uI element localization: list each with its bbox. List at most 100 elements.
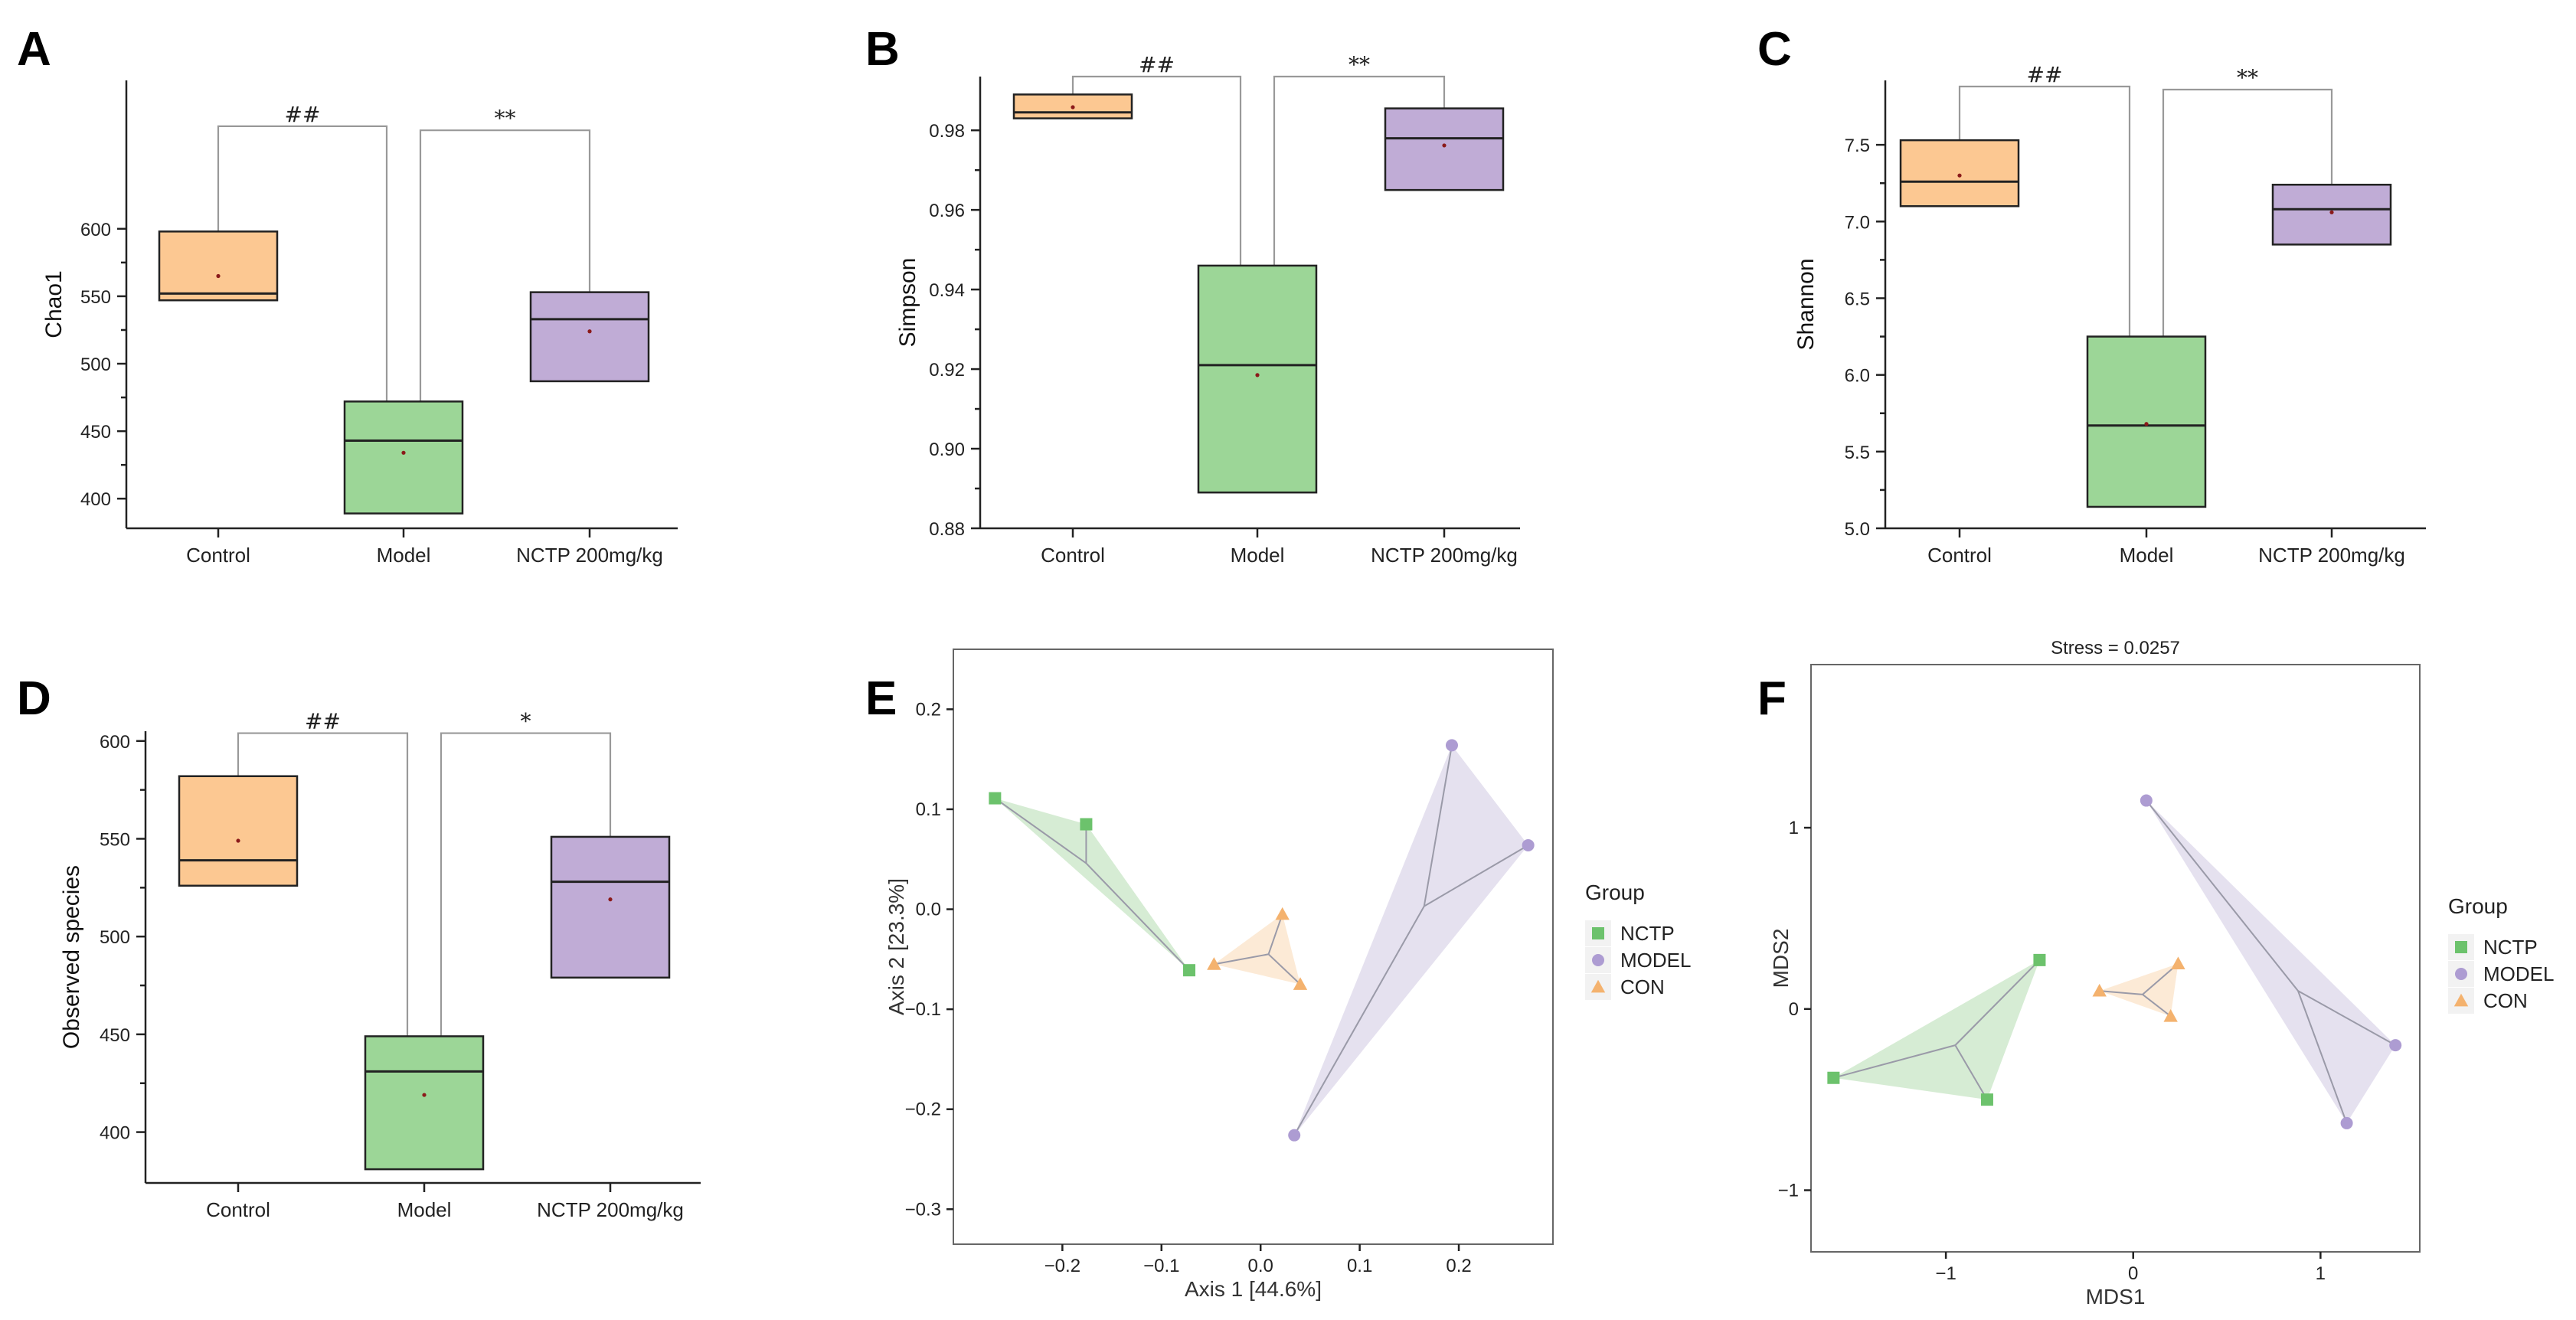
mean-marker <box>401 450 406 455</box>
significance-label: ** <box>2237 65 2258 90</box>
y-tick-label: 450 <box>80 422 111 443</box>
significance-bracket <box>1071 75 1242 266</box>
panel-letter: B <box>865 23 900 76</box>
box <box>1899 139 2020 207</box>
box <box>2271 183 2392 246</box>
y-tick-label: 0.96 <box>929 201 965 221</box>
centroid-spoke <box>2146 799 2299 992</box>
significance-label: * <box>521 709 531 734</box>
group-hull-con <box>1214 914 1300 985</box>
data-point-square <box>1183 964 1196 977</box>
data-point-square <box>1827 1071 1840 1084</box>
y-tick-label: 0.94 <box>929 280 965 301</box>
mean-marker <box>608 897 613 902</box>
box <box>550 835 671 979</box>
data-point-circle <box>2340 1116 2353 1129</box>
centroid-spoke <box>1954 1044 1988 1100</box>
x-category-label: Control <box>1927 544 1992 567</box>
legend: Group NCTP MODEL CON <box>1585 881 1691 1000</box>
data-point-triangle <box>1590 979 1606 993</box>
group-hull-model <box>2146 800 2396 1123</box>
panel-d: D 400 450 500 550 600 Observed species Control M… <box>17 672 701 1221</box>
legend-title: Group <box>1585 881 1645 904</box>
group-hull-con <box>2099 963 2179 1017</box>
mean-marker <box>216 273 221 279</box>
y-axis-label: Observed species <box>59 865 84 1049</box>
y-tick-label: −1 <box>1778 1181 1799 1201</box>
centroid-spoke <box>1214 953 1269 965</box>
y-tick-label: 7.0 <box>1845 212 1870 233</box>
data-point-triangle <box>1207 957 1221 970</box>
y-axis-label: MDS2 <box>1769 929 1793 988</box>
significance-bracket <box>419 129 591 402</box>
box <box>1197 264 1318 494</box>
y-tick-label: 5.5 <box>1845 443 1870 463</box>
legend-entry: CON <box>2483 989 2528 1012</box>
x-tick-label: 0.2 <box>1446 1256 1471 1276</box>
data-point-circle <box>1522 838 1535 851</box>
x-category-label: Control <box>1041 544 1105 567</box>
y-tick-label: −0.3 <box>905 1199 941 1220</box>
centroid-spoke <box>2142 994 2172 1018</box>
x-tick-label: −0.2 <box>1044 1256 1080 1276</box>
data-point-circle <box>1288 1129 1301 1142</box>
mean-marker <box>2329 210 2334 214</box>
x-category-label: Control <box>186 544 250 567</box>
x-category-label: Control <box>206 1198 270 1221</box>
x-axis-label: Axis 1 [44.6%] <box>1185 1277 1322 1301</box>
centroid-spoke <box>2099 990 2143 995</box>
centroid-spoke <box>1833 1044 1956 1079</box>
panel-letter: D <box>17 672 51 725</box>
y-tick-label: 0.0 <box>916 900 941 920</box>
mean-marker <box>236 838 240 843</box>
group-hull-model <box>1294 745 1528 1135</box>
y-tick-label: 600 <box>80 220 111 240</box>
data-point-triangle <box>1293 977 1308 990</box>
x-category-label: NCTP 200mg/kg <box>1371 544 1518 567</box>
data-point-square <box>1980 1093 1993 1106</box>
data-point-circle <box>2455 968 2467 980</box>
x-tick-label: −0.1 <box>1143 1256 1179 1276</box>
legend-entry: MODEL <box>2483 962 2554 985</box>
y-tick-label: 6.5 <box>1845 289 1870 309</box>
y-axis-label: Chao1 <box>41 270 67 338</box>
box <box>364 1035 485 1171</box>
panel-letter: C <box>1757 23 1792 76</box>
mean-marker <box>1071 105 1075 109</box>
mean-marker <box>2144 422 2149 426</box>
y-tick-label: −0.1 <box>905 999 941 1020</box>
group-hull-nctp <box>1833 959 2040 1100</box>
centroid-spoke <box>1954 959 2041 1046</box>
y-tick-label: 500 <box>100 927 130 948</box>
x-category-label: NCTP 200mg/kg <box>516 544 663 567</box>
mean-marker <box>1442 143 1447 148</box>
significance-label: ## <box>305 709 341 734</box>
data-point-circle <box>1592 954 1604 966</box>
significance-bracket <box>1273 75 1446 266</box>
box <box>529 291 650 383</box>
legend-entry: NCTP <box>2483 936 2538 959</box>
y-axis-label: Shannon <box>1793 258 1819 350</box>
significance-label: ## <box>2027 62 2063 87</box>
x-tick-label: 0.0 <box>1248 1256 1273 1276</box>
panel-c: C 5.0 5.5 6.0 6.5 7.0 7.5 Shannon Control Model NC… <box>1757 23 2426 567</box>
mean-marker <box>422 1093 427 1097</box>
y-tick-label: 0.2 <box>916 699 941 720</box>
box <box>343 400 464 515</box>
data-point-circle <box>2140 794 2153 807</box>
box <box>2086 335 2207 508</box>
y-tick-label: 550 <box>100 829 130 850</box>
significance-bracket <box>440 732 612 1037</box>
box <box>1384 107 1505 191</box>
centroid-spoke <box>994 797 1087 864</box>
legend-entry: MODEL <box>1620 949 1691 972</box>
y-tick-label: 0.98 <box>929 121 965 142</box>
y-tick-label: 0.1 <box>916 799 941 820</box>
data-point-square <box>2033 953 2046 966</box>
plot-frame <box>953 649 1554 1245</box>
box <box>1012 93 1133 119</box>
x-category-label: Model <box>397 1198 452 1221</box>
mean-marker <box>1957 173 1962 178</box>
legend: Group NCTP MODEL CON <box>2448 894 2554 1014</box>
box <box>158 230 279 302</box>
